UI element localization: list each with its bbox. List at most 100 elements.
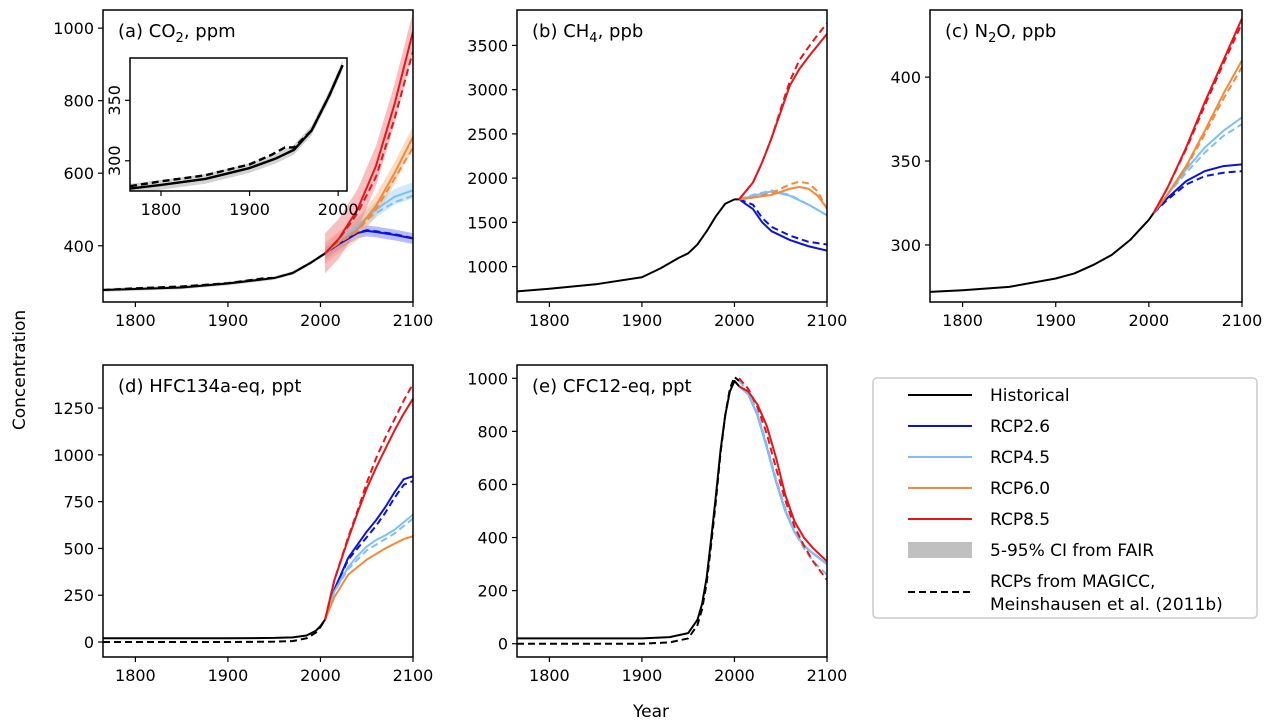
- panel-c-y-tick-label-400: 400: [890, 68, 921, 87]
- panel-b-title-main: (b) CH: [532, 21, 589, 42]
- panel-e-line-rcp8-5-dashed-6: [738, 377, 827, 581]
- panel-d-line-rcp2-6-dashed-3: [324, 480, 413, 620]
- panel-a-x-tick-label-1800: 1800: [115, 311, 156, 330]
- panel-b-y-tick-label-3000: 3000: [467, 81, 508, 100]
- panel-d-line-rcp4-5-solid-4: [324, 513, 413, 620]
- panel-a-inset-line-historical-dashed-1: [130, 64, 344, 188]
- panel-c-x-tick-label-2100: 2100: [1222, 311, 1263, 330]
- panel-d-y-tick-label-250: 250: [63, 586, 94, 605]
- panel-e-x-tick-label-1800: 1800: [529, 666, 570, 685]
- panel-c-line-rcp8-5-dashed-8: [1152, 23, 1242, 214]
- panel-a-plot-area: [103, 11, 413, 292]
- panel-b-line-rcp8-5-dashed-8: [738, 22, 827, 200]
- panel-a-title-main: (a) CO: [118, 21, 176, 42]
- panel-e-line-historical-solid-0: [517, 379, 740, 640]
- panel-e-line-rcp4-5-dashed-4: [738, 380, 827, 576]
- panel-a-band-historical-0: [103, 251, 326, 292]
- panel-a-inset-y-tick-label-350: 350: [105, 85, 124, 116]
- panel-a-band-rcp4-5-4: [325, 182, 413, 262]
- panel-b-plot-area: [517, 22, 827, 293]
- panel-c-title-rest: O, ppb: [996, 21, 1056, 42]
- panel-d-x-tick-label-2100: 2100: [393, 666, 434, 685]
- panel-a-line-historical-dashed-1: [103, 252, 326, 292]
- panel-a-x-tick-label-2000: 2000: [300, 311, 341, 330]
- panel-b-x-tick-label-1800: 1800: [529, 311, 570, 330]
- panel-e-y-tick-label-400: 400: [477, 529, 508, 548]
- panel-b-y-tick-label-2000: 2000: [467, 169, 508, 188]
- panel-e-x-tick-label-2100: 2100: [807, 666, 848, 685]
- legend-label-historical: Historical: [990, 386, 1070, 406]
- panel-c-line-rcp6-0-solid-5: [1152, 59, 1242, 214]
- panel-b-line-rcp6-0-dashed-6: [738, 180, 827, 210]
- legend-label-rcps-from-magicc-line2: Meinshausen et al. (2011b): [990, 595, 1223, 615]
- legend-label-5-95-ci-from-fair: 5-95% CI from FAIR: [990, 541, 1154, 561]
- panel-d-y-tick-label-1000: 1000: [53, 446, 94, 465]
- panel-c-x-tick-label-2000: 2000: [1129, 311, 1170, 330]
- panel-c-title-subscript: 2: [988, 31, 996, 46]
- panel-b-x-tick-label-2100: 2100: [807, 311, 848, 330]
- panel-c: 1800 1900 2000 2100 300 350 400 (c) N2O, ppb: [890, 9, 1263, 330]
- panel-b-line-rcp2-6-solid-1: [738, 198, 827, 252]
- panel-b-title-rest: , ppb: [598, 21, 644, 42]
- panel-d-line-rcp8-5-dashed-8: [324, 383, 413, 620]
- panel-b-line-rcp8-5-solid-7: [738, 33, 827, 200]
- panel-c-line-rcp2-6-solid-1: [1152, 163, 1242, 214]
- legend-label-rcp8-5: RCP8.5: [990, 510, 1050, 530]
- panel-e-line-rcp2-6-solid-2: [738, 385, 827, 565]
- panel-e-title-main: (e) CFC12-eq, ppt: [532, 376, 692, 397]
- panel-c-y-tick-label-300: 300: [890, 236, 921, 255]
- legend-label-rcps-from-magicc: RCPs from MAGICC,: [990, 572, 1155, 592]
- panel-d-x-tick-label-1900: 1900: [208, 666, 249, 685]
- legend-swatch-5-95-ci-from-fair: [908, 542, 972, 558]
- panel-b-line-rcp4-5-dashed-4: [738, 189, 827, 217]
- panel-b-x-tick-label-1900: 1900: [622, 311, 663, 330]
- panel-b-y-tick-label-1500: 1500: [467, 213, 508, 232]
- panel-a-x-tick-label-1900: 1900: [208, 311, 249, 330]
- panel-a-band-rcp6-0-6: [325, 126, 413, 265]
- panel-d-y-tick-label-750: 750: [63, 493, 94, 512]
- panel-d: 1800 1900 2000 2100 0 250 500 750 1000 1250 (d) HF…: [53, 364, 434, 685]
- panel-d-line-rcp2-6-solid-2: [324, 475, 413, 620]
- panel-a-y-tick-label-600: 600: [63, 164, 94, 183]
- panel-e-y-tick-label-0: 0: [498, 635, 508, 654]
- panel-a-inset-plot-area: [130, 60, 344, 191]
- panel-b-line-rcp2-6-dashed-2: [738, 198, 827, 246]
- panel-e-y-tick-label-600: 600: [477, 475, 508, 494]
- panel-e-line-rcp8-5-solid-5: [738, 385, 827, 563]
- panel-a-line-rcp8-5-dashed-9: [324, 51, 413, 255]
- panel-a-inset-y-tick-label-300: 300: [105, 145, 124, 176]
- panel-b-line-historical-solid-0: [517, 198, 740, 293]
- panel-e: 1800 1900 2000 2100 0 200 400 600 800 1000 (e) CFC…: [467, 364, 848, 685]
- panel-d-y-tick-label-0: 0: [84, 633, 94, 652]
- panel-b: 1800 1900 2000 2100 1000 1500 2000 2500 3000 3500…: [467, 9, 848, 330]
- legend-label-rcp4-5: RCP4.5: [990, 448, 1050, 468]
- panel-b-title: (b) CH4, ppb: [532, 21, 643, 46]
- panel-d-line-historical-dashed-1: [103, 619, 326, 644]
- panel-c-line-historical-solid-0: [930, 212, 1155, 293]
- panel-e-plot-area: [517, 375, 827, 645]
- panel-d-line-historical-solid-0: [103, 618, 326, 640]
- panel-a-frame: [102, 9, 414, 303]
- panel-a-band-rcp8-5-8: [325, 11, 413, 274]
- panel-d-x-tick-label-1800: 1800: [115, 666, 156, 685]
- panel-a-inset-x-tick-label-1800: 1800: [141, 200, 182, 219]
- y-axis-title: Concentration: [10, 310, 30, 430]
- panel-a-y-tick-label-1000: 1000: [53, 19, 94, 38]
- panel-e-title: (e) CFC12-eq, ppt: [532, 376, 692, 397]
- x-axis-title: Year: [632, 702, 669, 722]
- panel-d-title-main: (d) HFC134a-eq, ppt: [118, 376, 301, 397]
- panel-c-frame: [929, 9, 1243, 303]
- panel-d-y-tick-label-500: 500: [63, 539, 94, 558]
- panel-a-inset-x-tick-label-1900: 1900: [229, 200, 270, 219]
- panel-a-line-rcp6-0-dashed-7: [324, 147, 413, 255]
- panel-a-title-rest: , ppm: [184, 21, 236, 42]
- panel-e-frame: [516, 364, 828, 658]
- panel-b-x-tick-label-2000: 2000: [714, 311, 755, 330]
- panel-d-title: (d) HFC134a-eq, ppt: [118, 376, 301, 397]
- panel-c-line-rcp8-5-solid-7: [1152, 17, 1242, 214]
- panel-a-inset-x-tick-label-2000: 2000: [318, 200, 359, 219]
- panel-d-x-tick-label-2000: 2000: [300, 666, 341, 685]
- panel-a-title-subscript: 2: [176, 31, 184, 46]
- panel-c-plot-area: [930, 17, 1242, 293]
- panel-c-y-tick-label-350: 350: [890, 152, 921, 171]
